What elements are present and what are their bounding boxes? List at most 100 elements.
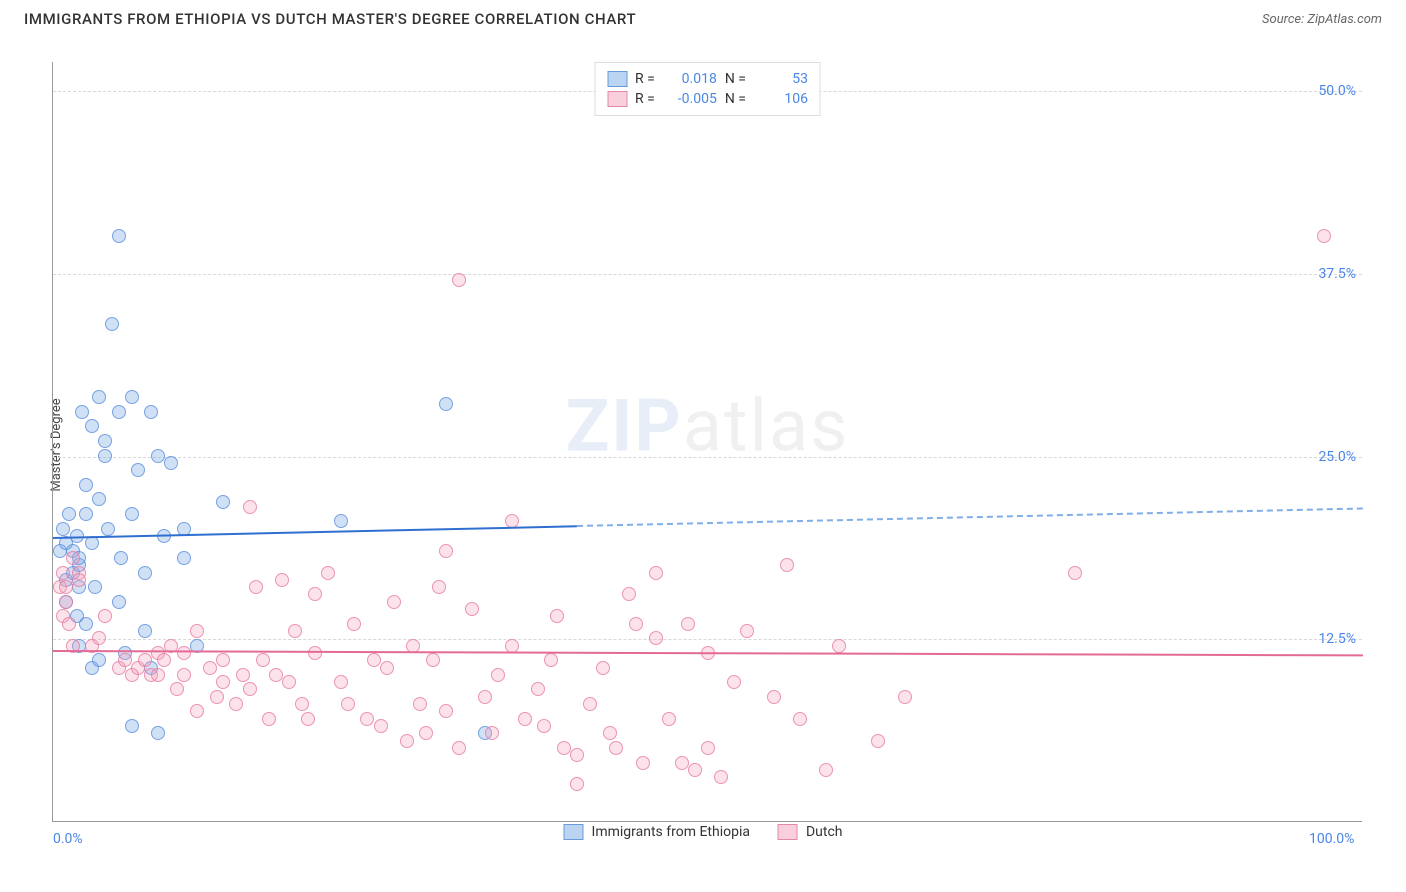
data-point	[596, 661, 610, 675]
data-point	[308, 587, 322, 601]
data-point	[832, 639, 846, 653]
data-point	[295, 697, 309, 711]
data-point	[374, 719, 388, 733]
data-point	[85, 419, 99, 433]
data-point	[92, 390, 106, 404]
data-point	[92, 653, 106, 667]
data-point	[88, 580, 102, 594]
data-point	[112, 405, 126, 419]
data-point	[629, 617, 643, 631]
data-point	[112, 595, 126, 609]
data-point	[210, 690, 224, 704]
y-tick-label: 50.0%	[1318, 83, 1356, 99]
y-tick-label: 37.5%	[1318, 266, 1356, 282]
data-point	[79, 507, 93, 521]
data-point	[275, 573, 289, 587]
data-point	[537, 719, 551, 733]
r-value-pink: -0.005	[663, 91, 717, 107]
data-point	[583, 697, 597, 711]
data-point	[334, 675, 348, 689]
data-point	[478, 690, 492, 704]
data-point	[622, 587, 636, 601]
data-point	[531, 682, 545, 696]
data-point	[550, 609, 564, 623]
data-point	[432, 580, 446, 594]
data-point	[79, 478, 93, 492]
data-point	[308, 646, 322, 660]
data-point	[400, 734, 414, 748]
data-point	[75, 405, 89, 419]
plot-area: ZIPatlas R = 0.018 N = 53 R = -0.005 N =…	[52, 62, 1362, 822]
swatch-blue-icon	[564, 824, 584, 840]
data-point	[229, 697, 243, 711]
data-point	[570, 748, 584, 762]
data-point	[92, 492, 106, 506]
data-point	[98, 609, 112, 623]
data-point	[243, 682, 257, 696]
data-point	[98, 449, 112, 463]
data-point	[151, 668, 165, 682]
trend-line	[53, 525, 577, 539]
data-point	[439, 544, 453, 558]
data-point	[72, 573, 86, 587]
n-value-blue: 53	[754, 71, 808, 87]
data-point	[740, 624, 754, 638]
data-point	[341, 697, 355, 711]
data-point	[871, 734, 885, 748]
data-point	[301, 712, 315, 726]
data-point	[793, 712, 807, 726]
r-value-blue: 0.018	[663, 71, 717, 87]
data-point	[426, 653, 440, 667]
data-point	[138, 566, 152, 580]
data-point	[688, 763, 702, 777]
x-tick-label: 0.0%	[53, 831, 83, 847]
data-point	[662, 712, 676, 726]
data-point	[177, 668, 191, 682]
data-point	[190, 704, 204, 718]
data-point	[118, 653, 132, 667]
data-point	[249, 580, 263, 594]
legend-item-blue: Immigrants from Ethiopia	[564, 824, 750, 840]
data-point	[439, 704, 453, 718]
data-point	[491, 668, 505, 682]
data-point	[321, 566, 335, 580]
trend-line	[577, 508, 1363, 528]
data-point	[256, 653, 270, 667]
stats-row-blue: R = 0.018 N = 53	[607, 69, 808, 89]
data-point	[439, 397, 453, 411]
data-point	[452, 273, 466, 287]
data-point	[216, 653, 230, 667]
stats-legend: R = 0.018 N = 53 R = -0.005 N = 106	[594, 62, 821, 116]
data-point	[157, 653, 171, 667]
data-point	[701, 741, 715, 755]
data-point	[92, 631, 106, 645]
data-point	[151, 449, 165, 463]
data-point	[85, 536, 99, 550]
series-legend: Immigrants from Ethiopia Dutch	[564, 824, 843, 840]
data-point	[609, 741, 623, 755]
x-tick-label: 100.0%	[1309, 831, 1354, 847]
data-point	[1317, 229, 1331, 243]
gridline	[53, 639, 1362, 640]
data-point	[360, 712, 374, 726]
data-point	[636, 756, 650, 770]
data-point	[190, 624, 204, 638]
data-point	[125, 390, 139, 404]
data-point	[505, 639, 519, 653]
data-point	[465, 602, 479, 616]
chart-container: Master's Degree ZIPatlas R = 0.018 N = 5…	[0, 40, 1406, 850]
data-point	[380, 661, 394, 675]
data-point	[780, 558, 794, 572]
data-point	[62, 617, 76, 631]
data-point	[177, 551, 191, 565]
data-point	[203, 661, 217, 675]
data-point	[66, 551, 80, 565]
data-point	[125, 719, 139, 733]
data-point	[59, 580, 73, 594]
data-point	[62, 507, 76, 521]
gridline	[53, 274, 1362, 275]
data-point	[144, 405, 158, 419]
data-point	[138, 624, 152, 638]
gridline	[53, 457, 1362, 458]
data-point	[570, 777, 584, 791]
